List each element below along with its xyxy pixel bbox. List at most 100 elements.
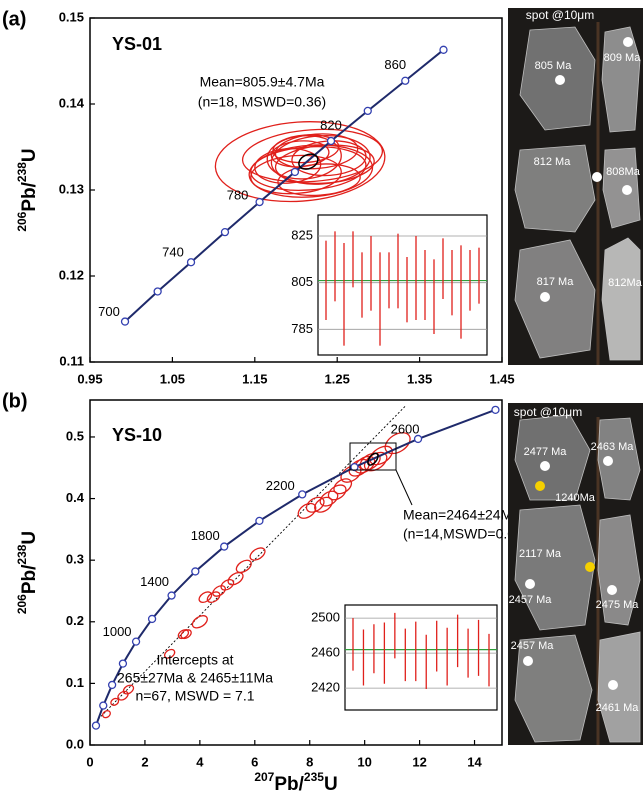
concordia-marker [119,660,126,667]
spot-age-label: 2457 Ma [511,640,555,652]
x-tick-label: 1.35 [407,371,432,386]
y-tick-label: 0.4 [66,490,85,505]
inset-tick-label: 2500 [311,610,340,625]
inset-tick-label: 2460 [311,645,340,660]
label-superscript: 238 [15,544,29,564]
age-label: 780 [227,187,249,202]
age-label: 740 [162,245,184,260]
spot-age-label: 2463 Ma [591,441,635,453]
age-label: 700 [98,304,120,319]
concordia-marker [221,229,228,236]
annotation: Mean=2464±24Ma [403,507,520,523]
x-tick-label: 4 [196,754,204,769]
analysis-spot [585,562,595,572]
label-superscript: 206 [15,594,29,614]
analysis-spot [607,585,617,595]
concordia-marker [364,107,371,114]
analysis-spot [623,37,633,47]
y-tick-label: 0.3 [66,552,84,567]
y-tick-label: 0.5 [66,428,84,443]
concordia-marker [256,517,263,524]
concordia-marker [402,77,409,84]
x-tick-label: 2 [141,754,148,769]
x-tick-label: 1.15 [242,371,267,386]
analysis-spot [540,461,550,471]
label-text: U [19,148,40,162]
spot-age-label: 2117 Ma [519,548,562,560]
x-tick-label: 12 [412,754,426,769]
spot-age-label: 808Ma [606,166,641,178]
y-tick-label: 0.15 [59,9,84,24]
concordia-marker [92,722,99,729]
concordia-marker [154,288,161,295]
spot-age-label: 805 Ma [535,60,573,72]
annotation: Mean=805.9±4.7Ma [200,74,325,90]
concordia-marker [415,435,422,442]
panel-title: YS-10 [112,425,162,445]
spot-age-label: 1240Ma [555,492,596,504]
cl-caption: spot @10μm [514,405,582,419]
analysis-spot [622,185,632,195]
y-tick-label: 0.11 [59,353,84,368]
x-tick-label: 14 [467,754,482,769]
figure: 0.951.051.151.251.351.450.110.120.130.14… [0,0,643,792]
x-tick-label: 1.05 [160,371,185,386]
label-superscript: 206 [15,211,29,231]
inset-tick-label: 785 [291,321,313,336]
y-tick-label: 0.2 [66,613,84,628]
concordia-marker [492,406,499,413]
x-tick-label: 8 [306,754,313,769]
age-label: 1800 [191,528,220,543]
analysis-spot [540,292,550,302]
annotation: Intercepts at [156,652,233,668]
spot-age-label: 2475 Ma [596,599,640,611]
zircon-grain [602,238,640,360]
age-label: 2600 [391,421,420,436]
y-tick-label: 0.13 [59,181,84,196]
y-tick-label: 0.0 [66,736,84,751]
age-label: 820 [320,117,342,132]
inset-tick-label: 2420 [311,680,340,695]
x-tick-label: 0 [86,754,93,769]
analysis-spot [608,680,618,690]
analysis-spot [525,579,535,589]
concordia-marker [328,137,335,144]
label-superscript: 238 [15,162,29,182]
x-tick-label: 0.95 [77,371,102,386]
label-text: Pb/ [19,564,40,594]
inset-tick-label: 805 [291,274,313,289]
spot-age-label: 817 Ma [537,276,575,288]
y-tick-label: 0.1 [66,675,84,690]
y-tick-label: 0.12 [59,267,84,282]
analysis-spot [555,75,565,85]
x-tick-label: 6 [251,754,258,769]
label-text: Pb/ [274,774,304,792]
concordia-marker [440,46,447,53]
y-tick-label: 0.14 [59,95,85,110]
panel-label: (a) [2,8,26,30]
inset-tick-label: 825 [291,227,313,242]
spot-age-label: 812Ma [608,277,643,289]
analysis-spot [603,456,613,466]
concordia-marker [100,702,107,709]
x-tick-label: 1.45 [489,371,514,386]
age-label: 860 [384,57,406,72]
analysis-spot [523,656,533,666]
label-text: U [19,531,40,545]
spot-age-label: 809 Ma [604,52,642,64]
concordia-marker [256,199,263,206]
age-label: 1400 [140,574,169,589]
label-text: Pb/ [19,181,40,211]
analysis-spot [535,481,545,491]
x-tick-label: 10 [357,754,371,769]
panel-title: YS-01 [112,34,162,54]
label-superscript: 235 [304,770,324,784]
label-text: U [324,774,338,792]
spot-age-label: 812 Ma [534,156,572,168]
x-tick-label: 1.25 [325,371,350,386]
panel-label: (b) [2,390,28,412]
concordia-marker [149,615,156,622]
concordia-marker [291,168,298,175]
annotation: 265±27Ma & 2465±11Ma [117,670,273,686]
cl-caption: spot @10μm [526,8,594,22]
